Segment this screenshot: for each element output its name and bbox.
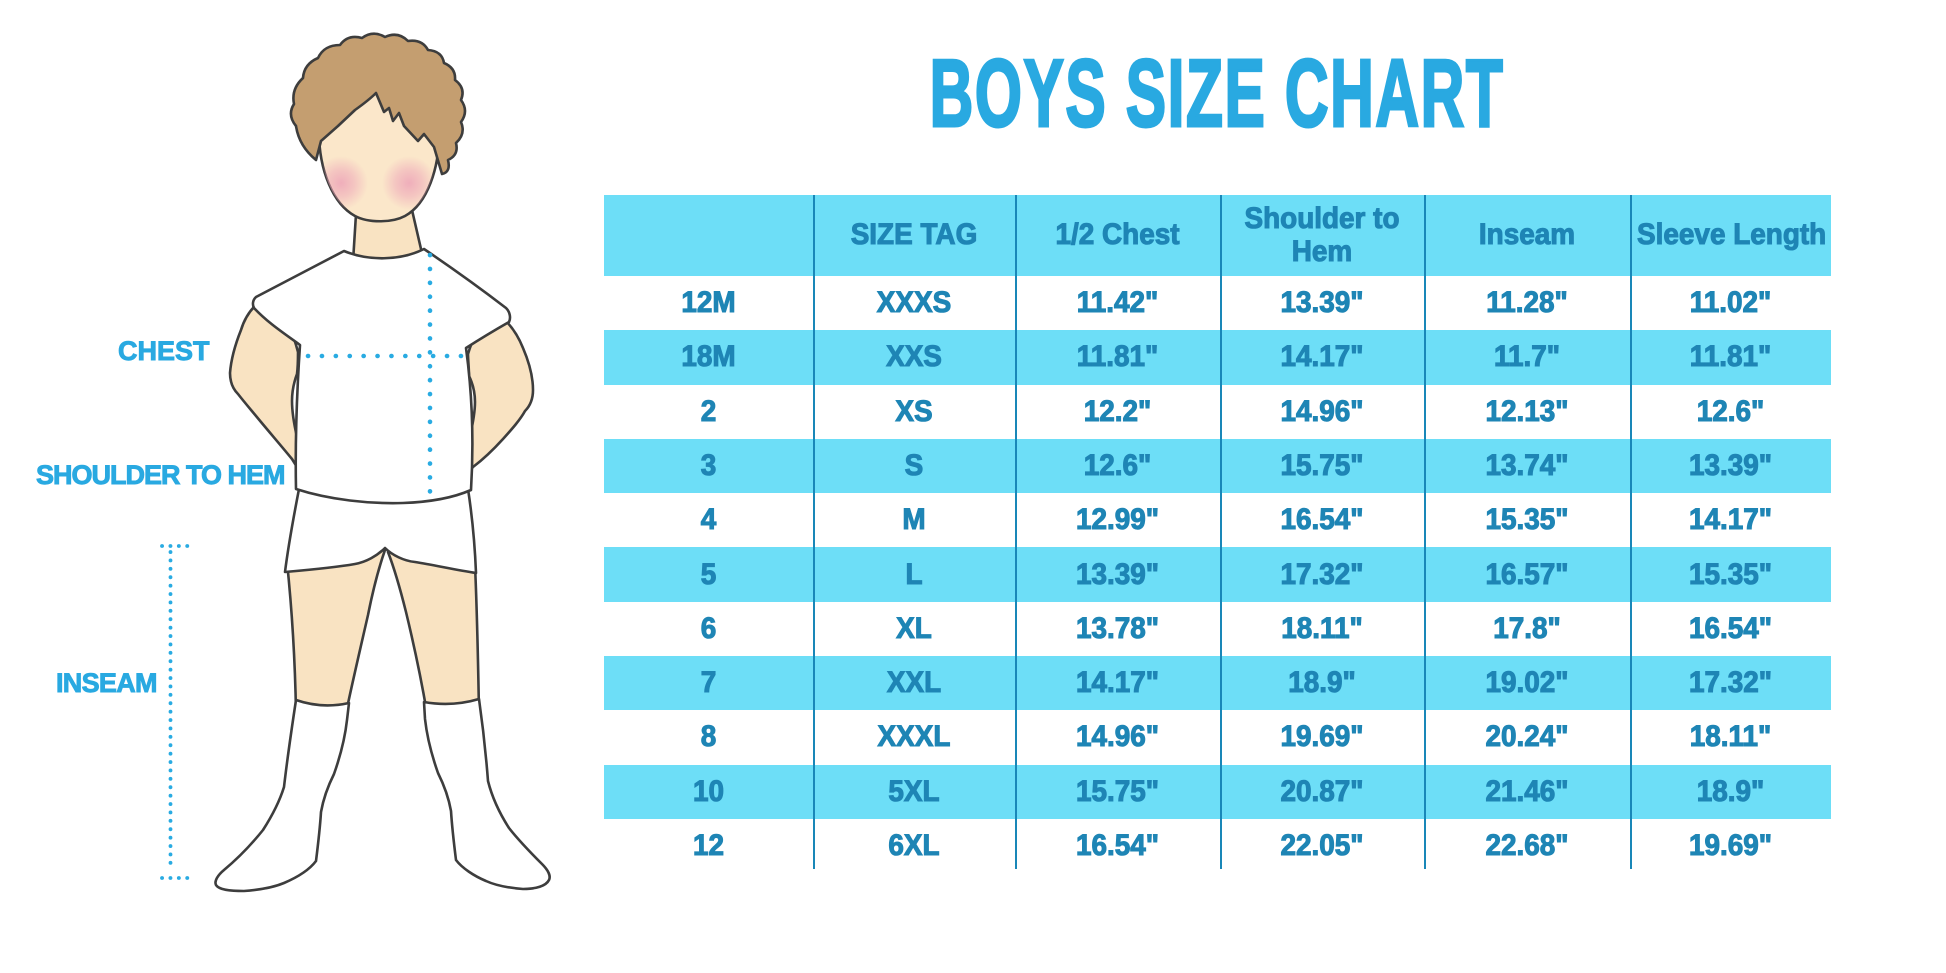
svg-text:INSEAM: INSEAM	[56, 668, 157, 698]
svg-text:SHOULDER TO HEM: SHOULDER TO HEM	[36, 460, 285, 490]
svg-text:CHEST: CHEST	[118, 336, 210, 366]
